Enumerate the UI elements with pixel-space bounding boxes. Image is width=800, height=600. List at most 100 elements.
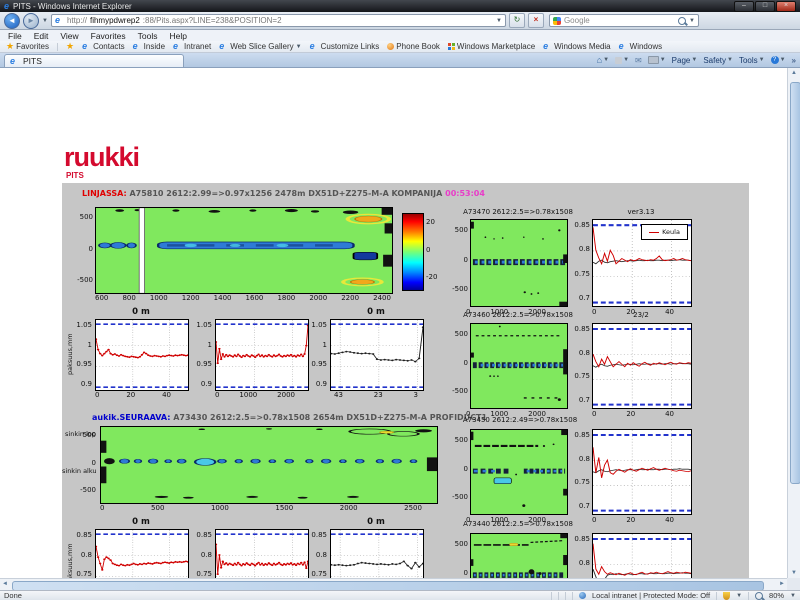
search-box[interactable]: Google ▼ xyxy=(549,14,699,27)
menu-file[interactable]: File xyxy=(8,31,22,41)
page-menu-button[interactable]: Page▼ xyxy=(672,56,698,65)
favorite-customize-links[interactable]: eCustomize Links xyxy=(310,42,380,51)
url-host: fihmypdwrep2 xyxy=(90,16,140,25)
search-dropdown-icon[interactable]: ▼ xyxy=(689,18,695,24)
menu-bar: File Edit View Favorites Tools Help xyxy=(0,30,800,41)
feeds-button[interactable]: ▼ xyxy=(615,57,629,64)
search-icon[interactable] xyxy=(678,17,686,25)
menu-edit[interactable]: Edit xyxy=(34,31,49,41)
heatmap-a73470 xyxy=(470,219,568,307)
help-icon: ? xyxy=(771,56,779,64)
history-dropdown-icon[interactable]: ▼ xyxy=(42,18,48,24)
stop-button[interactable]: × xyxy=(528,13,544,28)
browser-window: e PITS - Windows Internet Explorer – □ ×… xyxy=(0,0,800,600)
favorite-windows[interactable]: eWindows xyxy=(619,42,662,51)
shield-icon[interactable] xyxy=(723,592,730,600)
print-button[interactable]: ▼ xyxy=(648,56,666,64)
add-favorite-icon[interactable]: ★ xyxy=(66,41,74,52)
x-axis-ticks: 60080010001200140016001800200022002400 xyxy=(95,295,391,302)
internet-zone-icon xyxy=(579,592,586,599)
y-axis-ticks: 5000-500 xyxy=(448,331,468,395)
heatmap-a73440-graphic xyxy=(471,534,567,578)
favorite-windows-media[interactable]: eWindows Media xyxy=(543,42,610,51)
horizontal-scrollbar[interactable]: ◄ ► xyxy=(0,578,787,590)
zoom-level[interactable]: 80% xyxy=(769,591,784,600)
minimize-button[interactable]: – xyxy=(734,1,754,12)
x-axis-ticks: 010002000 xyxy=(215,392,295,399)
y-axis-ticks: 5000-500 xyxy=(76,432,96,494)
favorite-contacts[interactable]: eContacts xyxy=(82,42,125,51)
heatmap-a73450 xyxy=(470,429,568,515)
x-axis-ticks: 43233 xyxy=(334,392,418,399)
refresh-button[interactable]: ↻ xyxy=(509,13,525,28)
y-axis-ticks: 5000-500 xyxy=(68,214,93,284)
status-text: Done xyxy=(4,591,22,600)
plot-title: 23/2 xyxy=(592,311,690,319)
safety-menu-button[interactable]: Safety▼ xyxy=(703,56,733,65)
heatmap-a73460-graphic xyxy=(471,324,567,408)
ie-logo-icon: e xyxy=(4,2,9,11)
vertical-scroll-thumb[interactable] xyxy=(790,82,800,484)
y-axis-ticks: 0.850.80.750.7 xyxy=(193,532,212,578)
home-icon: ⌂ xyxy=(597,55,602,65)
lineplot-ver313: Keula xyxy=(592,219,692,307)
x-axis-ticks: 02040 xyxy=(592,411,674,418)
favorite-intranet[interactable]: eIntranet xyxy=(173,42,211,51)
menu-help[interactable]: Help xyxy=(169,31,186,41)
zoom-icon[interactable] xyxy=(755,592,763,600)
heatmap-linjassa-graphic xyxy=(96,208,392,293)
read-mail-button[interactable]: ✉ xyxy=(635,56,642,65)
favorite-phone-book[interactable]: Phone Book xyxy=(387,42,440,51)
forward-button[interactable]: ► xyxy=(23,13,39,29)
print-icon xyxy=(648,56,659,64)
search-input[interactable]: Google xyxy=(564,16,590,25)
ie-icon: e xyxy=(543,42,548,51)
favorites-bar: ★ Favorites ★ eContacts eInside eIntrane… xyxy=(0,41,800,53)
help-button[interactable]: ?▼ xyxy=(771,56,786,64)
lineplot-thickness-bottom-3 xyxy=(330,529,424,578)
chevron-down-icon[interactable]: ▼ xyxy=(736,593,742,599)
y-axis-ticks: 5000-500 xyxy=(448,541,468,578)
windows-icon xyxy=(448,43,455,50)
tab-bar: e PITS ⌂▼ ▼ ✉ ▼ Page▼ Safety▼ Tools▼ ?▼ … xyxy=(0,53,800,68)
feeds-icon xyxy=(615,57,622,64)
scroll-down-icon[interactable]: ▼ xyxy=(788,570,800,576)
favorite-web-slice-gallery[interactable]: eWeb Slice Gallery▼ xyxy=(219,42,301,51)
scroll-left-icon[interactable]: ◄ xyxy=(2,581,8,587)
ie-icon: e xyxy=(310,42,315,51)
address-dropdown-icon[interactable]: ▼ xyxy=(496,18,502,24)
vertical-scrollbar[interactable]: ▲ ▼ xyxy=(787,68,800,578)
pits-logo-label: PITS xyxy=(66,171,84,180)
back-button[interactable]: ◄ xyxy=(4,13,20,29)
menu-favorites[interactable]: Favorites xyxy=(91,31,126,41)
lineplot-thickness-top-3 xyxy=(330,319,424,391)
ie-icon: e xyxy=(10,57,15,66)
tab-pits[interactable]: e PITS xyxy=(4,54,184,67)
home-button[interactable]: ⌂▼ xyxy=(597,55,609,65)
lineplot-a73450 xyxy=(592,429,692,515)
tools-menu-button[interactable]: Tools▼ xyxy=(739,56,765,65)
maximize-button[interactable]: □ xyxy=(755,1,775,12)
url-path: :88/Pits.aspx?LINE=238&POSITION=2 xyxy=(143,16,282,25)
lineplot-thickness-bottom-2 xyxy=(215,529,309,578)
menu-tools[interactable]: Tools xyxy=(138,31,158,41)
favorite-windows-marketplace[interactable]: Windows Marketplace xyxy=(448,42,535,51)
heatmap-linjassa xyxy=(95,207,393,294)
x-axis-ticks: 02040 xyxy=(95,392,171,399)
address-bar[interactable]: e http://fihmypdwrep2:88/Pits.aspx?LINE=… xyxy=(51,14,506,27)
favorite-inside[interactable]: eInside xyxy=(133,42,165,51)
mail-icon: ✉ xyxy=(635,56,642,65)
favorites-button[interactable]: ★ Favorites xyxy=(6,41,49,52)
overflow-chevron-icon[interactable]: » xyxy=(792,56,796,65)
lineplot-thickness-bottom-1 xyxy=(95,529,189,578)
plot-title: 0 m xyxy=(95,307,187,317)
menu-view[interactable]: View xyxy=(60,31,78,41)
scroll-right-icon[interactable]: ► xyxy=(779,581,785,587)
close-button[interactable]: × xyxy=(776,1,796,12)
plot-title: A73460 2612:2.5=>0.78x1508 xyxy=(458,311,578,319)
scroll-up-icon[interactable]: ▲ xyxy=(788,68,800,76)
pits-figure: LINJASSA: A75810 2612:2.99=>0.97x1256 24… xyxy=(62,183,749,578)
zoom-dropdown-icon[interactable]: ▼ xyxy=(790,593,796,599)
ie-icon: e xyxy=(619,42,624,51)
y-axis-ticks: 1.0510.950.9 xyxy=(308,322,327,388)
